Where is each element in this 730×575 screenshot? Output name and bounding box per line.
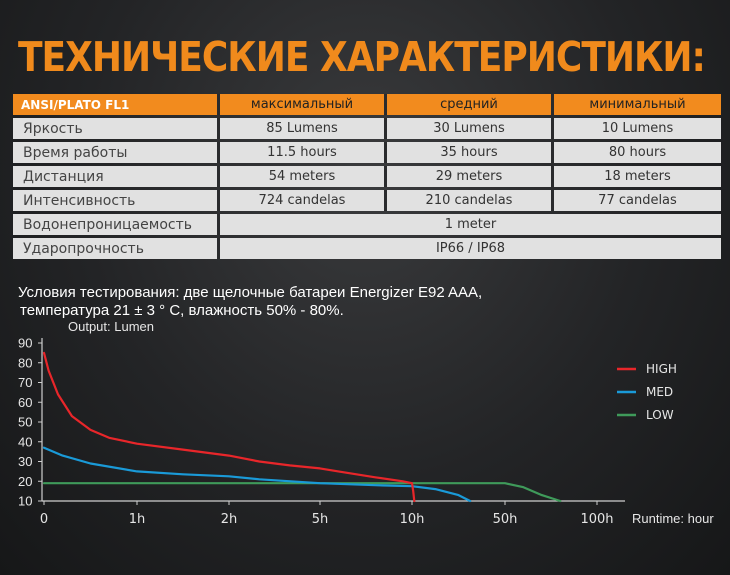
y-tick-label: 80 (18, 355, 32, 370)
specs-header-row: ANSI/PLATO FL1 максимальный средний мини… (13, 94, 721, 115)
table-row: Яркость 85 Lumens 30 Lumens 10 Lumens (13, 118, 721, 139)
table-cell-span: IP66 / IP68 (220, 238, 721, 259)
header-cell-min: минимальный (554, 94, 721, 115)
table-cell: 11.5 hours (220, 142, 387, 163)
y-tick-label: 10 (18, 494, 32, 509)
table-cell: 77 candelas (554, 190, 721, 211)
x-tick-label: 5h (312, 512, 329, 527)
table-cell: 18 meters (554, 166, 721, 187)
header-cell-mid: средний (387, 94, 554, 115)
table-cell: 210 candelas (387, 190, 554, 211)
series-line-low (42, 482, 562, 503)
table-row: Дистанция 54 meters 29 meters 18 meters (13, 166, 721, 187)
table-cell: 80 hours (554, 142, 721, 163)
legend-label-low: LOW (646, 408, 674, 422)
y-axis-title: Output: Lumen (68, 319, 154, 334)
table-row: Интенсивность 724 candelas 210 candelas … (13, 190, 721, 211)
test-conditions: Условия тестирования: две щелочные батар… (18, 284, 482, 320)
table-cell: 29 meters (387, 166, 554, 187)
x-tick-label: 50h (493, 512, 518, 527)
table-cell-span: 1 meter (220, 214, 721, 235)
y-tick-label: 60 (18, 395, 32, 410)
x-tick-label: 2h (221, 512, 238, 527)
y-tick-label: 30 (18, 454, 32, 469)
table-cell: 724 candelas (220, 190, 387, 211)
legend-label-med: MED (646, 385, 673, 399)
table-row: Время работы 11.5 hours 35 hours 80 hour… (13, 142, 721, 163)
header-cell-standard: ANSI/PLATO FL1 (13, 94, 220, 115)
y-tick-label: 50 (18, 415, 32, 430)
x-tick-label: 10h (400, 512, 425, 527)
table-cell: 54 meters (220, 166, 387, 187)
row-label: Интенсивность (13, 190, 220, 211)
table-cell: 35 hours (387, 142, 554, 163)
test-conditions-line: температура 21 ± 3 ° C, влажность 50% - … (20, 302, 344, 319)
page-title: ТЕХНИЧЕСКИЕ ХАРАКТЕРИСТИКИ: (18, 34, 706, 82)
series-line-high (42, 351, 416, 503)
row-label: Дистанция (13, 166, 220, 187)
table-row: Ударопрочность IP66 / IP68 (13, 238, 721, 259)
table-cell: 85 Lumens (220, 118, 387, 139)
y-tick-label: 20 (18, 474, 32, 489)
legend-label-high: HIGH (646, 362, 677, 376)
chart-series (42, 351, 562, 503)
series-line-med (42, 446, 472, 503)
row-label: Водонепроницаемость (13, 214, 220, 235)
x-tick-label: 1h (129, 512, 146, 527)
y-tick-label: 90 (18, 336, 32, 351)
chart-legend: HIGH MED LOW (617, 362, 677, 422)
table-cell: 10 Lumens (554, 118, 721, 139)
row-label: Время работы (13, 142, 220, 163)
x-tick-label: 0 (40, 512, 48, 527)
chart-axes: 10 20 30 40 50 60 70 80 90 0 1h 2h 5h 10h 50h 100h Outpu… (18, 319, 714, 527)
x-axis-title: Runtime: hour (632, 511, 714, 526)
y-tick-label: 40 (18, 434, 32, 449)
table-row: Водонепроницаемость 1 meter (13, 214, 721, 235)
x-tick-label: 100h (580, 512, 613, 527)
header-cell-max: максимальный (220, 94, 387, 115)
table-cell: 30 Lumens (387, 118, 554, 139)
test-conditions-line: Условия тестирования: две щелочные батар… (18, 284, 483, 301)
row-label: Ударопрочность (13, 238, 220, 259)
row-label: Яркость (13, 118, 220, 139)
specs-table: ANSI/PLATO FL1 максимальный средний мини… (13, 91, 721, 262)
y-tick-label: 70 (18, 375, 32, 390)
